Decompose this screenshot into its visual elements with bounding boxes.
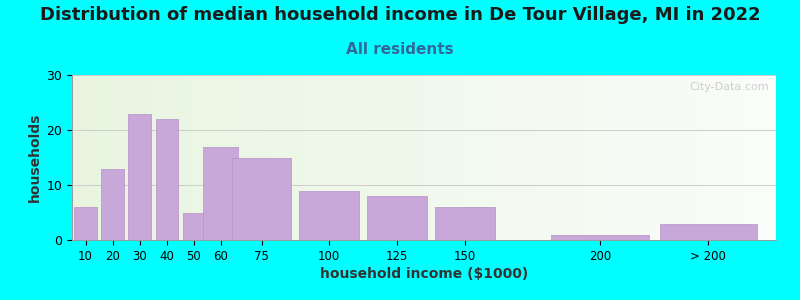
Bar <box>367 196 427 240</box>
Y-axis label: households: households <box>28 113 42 202</box>
Bar <box>182 212 205 240</box>
Bar <box>660 224 757 240</box>
Bar <box>74 207 97 240</box>
Bar <box>232 158 291 240</box>
Bar <box>129 113 151 240</box>
Bar <box>299 190 359 240</box>
Text: All residents: All residents <box>346 42 454 57</box>
Text: City-Data.com: City-Data.com <box>690 82 769 92</box>
Bar <box>102 169 124 240</box>
Bar <box>155 119 178 240</box>
Text: Distribution of median household income in De Tour Village, MI in 2022: Distribution of median household income … <box>40 6 760 24</box>
Bar <box>434 207 494 240</box>
X-axis label: household income ($1000): household income ($1000) <box>320 267 528 281</box>
Bar <box>203 146 238 240</box>
Bar <box>551 235 649 240</box>
